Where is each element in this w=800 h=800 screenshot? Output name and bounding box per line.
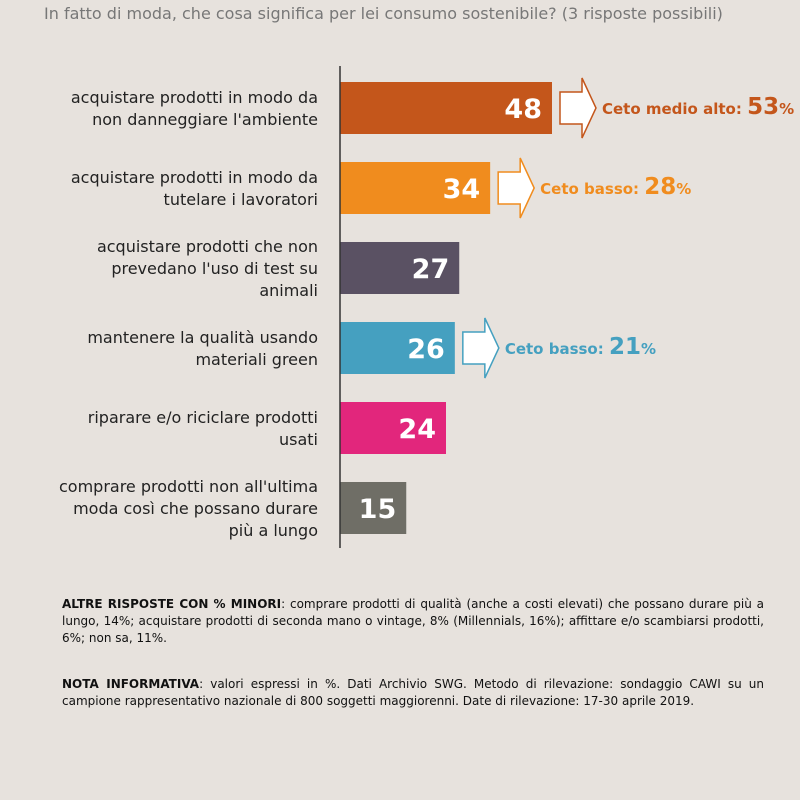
category-label: acquistare prodotti in modo da xyxy=(71,88,318,107)
callout-arrow-icon xyxy=(497,157,535,219)
category-label: non danneggiare l'ambiente xyxy=(92,110,318,129)
callout-arrow-icon xyxy=(559,77,597,139)
bar-value-label: 34 xyxy=(443,174,481,205)
bar xyxy=(340,322,455,374)
category-label: usati xyxy=(279,430,318,449)
callout-label: Ceto medio alto: 53% xyxy=(602,94,794,120)
callout-group-label: Ceto basso: xyxy=(540,180,644,198)
category-label: tutelare i lavoratori xyxy=(164,190,318,209)
category-label: materiali green xyxy=(195,350,318,369)
info-note-title: NOTA INFORMATIVA xyxy=(62,677,200,691)
bar xyxy=(340,482,407,534)
bar-value-label: 24 xyxy=(398,414,436,445)
category-label: animali xyxy=(259,281,318,300)
callout-unit: % xyxy=(779,100,794,118)
bar-value-label: 26 xyxy=(407,334,445,365)
bar-value-label: 27 xyxy=(412,254,450,285)
bar xyxy=(340,82,552,134)
bar-value-label: 15 xyxy=(359,494,397,525)
callout-unit: % xyxy=(641,340,656,358)
category-label: riparare e/o riciclare prodotti xyxy=(88,408,318,427)
bar xyxy=(340,242,460,294)
info-note-text: : valori espressi in %. Dati Archivio SW… xyxy=(62,677,764,708)
callout-unit: % xyxy=(676,180,691,198)
callout-group-label: Ceto basso: xyxy=(505,340,609,358)
bar-chart: 48 acquistare prodotti in modo da non dann… xyxy=(59,66,794,548)
other-answers-title: ALTRE RISPOSTE CON % MINORI xyxy=(62,597,282,611)
category-label: acquistare prodotti che non xyxy=(97,237,318,256)
category-label: mantenere la qualità usando xyxy=(87,328,318,347)
other-answers-text: : comprare prodotti di qualità (anche a … xyxy=(62,597,764,645)
category-label: prevedano l'uso di test su xyxy=(111,259,318,278)
chart-question: In fatto di moda, che cosa significa per… xyxy=(44,4,723,23)
category-label: comprare prodotti non all'ultima xyxy=(59,477,318,496)
callout-label: Ceto basso: 21% xyxy=(505,334,656,360)
category-label: più a lungo xyxy=(229,521,318,540)
category-label: moda così che possano durare xyxy=(73,499,318,518)
bar-value-label: 48 xyxy=(504,94,542,125)
other-answers-note: ALTRE RISPOSTE CON % MINORI: comprare pr… xyxy=(62,596,764,647)
callout-value: 21 xyxy=(609,334,641,360)
callout-arrow-icon xyxy=(462,317,500,379)
callout-group-label: Ceto medio alto: xyxy=(602,100,747,118)
bar xyxy=(340,402,446,454)
callout-value: 53 xyxy=(747,94,779,120)
callout-label: Ceto basso: 28% xyxy=(540,174,691,200)
bar xyxy=(340,162,491,214)
info-note: NOTA INFORMATIVA: valori espressi in %. … xyxy=(62,676,764,710)
callout-value: 28 xyxy=(644,174,676,200)
category-label: acquistare prodotti in modo da xyxy=(71,168,318,187)
